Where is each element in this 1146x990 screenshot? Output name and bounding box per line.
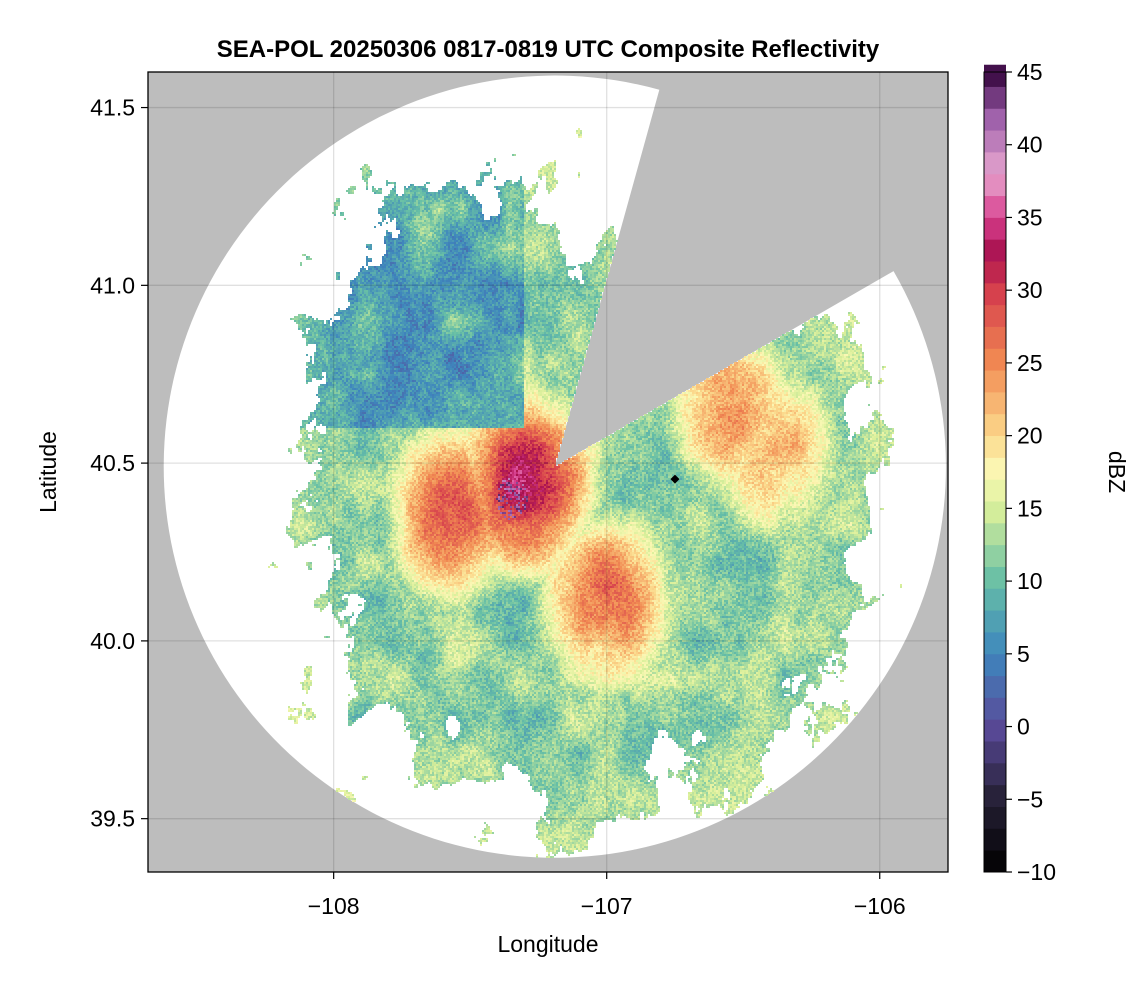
colorbar-tick-label: −5 bbox=[1017, 786, 1043, 812]
colorbar-block bbox=[984, 544, 1006, 567]
colorbar-block bbox=[984, 588, 1006, 611]
site-marker-diamond bbox=[670, 474, 680, 484]
colorbar-block bbox=[984, 413, 1006, 437]
colorbar-block bbox=[984, 632, 1006, 655]
colorbar-block bbox=[984, 86, 1006, 109]
reflectivity-field bbox=[148, 72, 948, 872]
colorbar-block bbox=[984, 501, 1006, 524]
colorbar-block bbox=[984, 152, 1006, 175]
colorbar-block bbox=[984, 64, 1006, 87]
colorbar-block bbox=[984, 173, 1006, 197]
chart-title: SEA-POL 20250306 0817-0819 UTC Composite… bbox=[217, 36, 880, 63]
y-axis-label: Latitude bbox=[35, 431, 61, 513]
colorbar-blocks bbox=[984, 64, 1006, 873]
colorbar-block bbox=[984, 610, 1006, 633]
x-tick-label: −108 bbox=[308, 893, 360, 919]
colorbar-block bbox=[984, 719, 1006, 742]
y-tick-label: 39.5 bbox=[90, 806, 135, 832]
colorbar-block bbox=[984, 130, 1006, 153]
colorbar-block bbox=[984, 195, 1006, 218]
colorbar-block bbox=[984, 326, 1006, 349]
y-tick-label: 41.0 bbox=[90, 272, 135, 298]
colorbar-tick-label: 25 bbox=[1017, 350, 1043, 376]
colorbar-block bbox=[984, 108, 1006, 131]
y-tick-label: 40.0 bbox=[90, 628, 135, 654]
x-tick-label: −107 bbox=[581, 893, 633, 919]
colorbar-block bbox=[984, 850, 1006, 873]
colorbar-block bbox=[984, 392, 1006, 415]
colorbar-block bbox=[984, 435, 1006, 458]
colorbar-block bbox=[984, 566, 1006, 589]
colorbar-block bbox=[984, 784, 1006, 807]
colorbar-tick-label: 20 bbox=[1017, 423, 1043, 449]
colorbar-block bbox=[984, 348, 1006, 371]
colorbar-label: dBZ bbox=[1104, 451, 1130, 493]
colorbar-tick-label: 45 bbox=[1017, 59, 1043, 85]
x-axis-ticks: −108 −107 −106 bbox=[308, 872, 906, 919]
colorbar-block bbox=[984, 457, 1006, 480]
colorbar-block bbox=[984, 304, 1006, 327]
colorbar-block bbox=[984, 479, 1006, 502]
colorbar-block bbox=[984, 741, 1006, 764]
y-tick-label: 41.5 bbox=[90, 95, 135, 121]
colorbar-block bbox=[984, 675, 1006, 698]
colorbar-tick-label: 40 bbox=[1017, 132, 1043, 158]
colorbar-tick-label: 10 bbox=[1017, 568, 1043, 594]
colorbar-tick-label: 30 bbox=[1017, 277, 1043, 303]
colorbar-block bbox=[984, 261, 1006, 284]
colorbar-tick-label: 5 bbox=[1017, 641, 1030, 667]
colorbar-block bbox=[984, 239, 1006, 262]
y-axis-ticks: 39.5 40.0 40.5 41.0 41.5 bbox=[90, 95, 148, 832]
colorbar-frame bbox=[983, 71, 1007, 873]
colorbar-block bbox=[984, 653, 1006, 677]
colorbar-tick-label: 15 bbox=[1017, 495, 1043, 521]
colorbar-block bbox=[984, 697, 1006, 720]
colorbar-block bbox=[984, 217, 1006, 240]
colorbar-ticks: −10 −5 0 5 10 15 20 25 30 35 40 45 bbox=[1006, 59, 1056, 885]
colorbar-block bbox=[984, 806, 1006, 829]
colorbar-tick-label: 35 bbox=[1017, 204, 1043, 230]
colorbar-tick-label: 0 bbox=[1017, 714, 1030, 740]
colorbar: −10 −5 0 5 10 15 20 25 30 35 40 45 dBZ bbox=[983, 59, 1130, 885]
colorbar-block bbox=[984, 828, 1006, 851]
x-tick-label: −106 bbox=[854, 893, 906, 919]
x-axis-label: Longitude bbox=[497, 931, 598, 957]
plot-area: −108 −107 −106 39.5 40.0 40.5 41.0 41.5 bbox=[90, 71, 949, 919]
colorbar-tick-label: −10 bbox=[1017, 859, 1056, 885]
grid-lines bbox=[148, 72, 948, 872]
colorbar-block bbox=[984, 762, 1006, 786]
plot-frame bbox=[147, 71, 949, 873]
colorbar-block bbox=[984, 370, 1006, 393]
y-tick-label: 40.5 bbox=[90, 450, 135, 476]
colorbar-block bbox=[984, 282, 1006, 306]
colorbar-block bbox=[984, 522, 1006, 546]
